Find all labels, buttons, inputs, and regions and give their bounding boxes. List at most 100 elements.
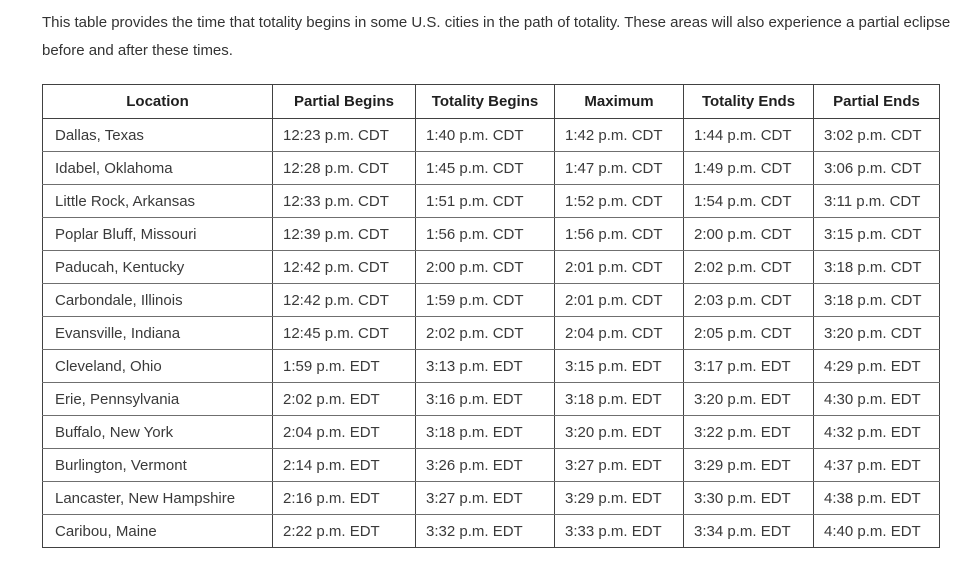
cell-time: 12:23 p.m. CDT <box>272 118 416 152</box>
cell-time: 3:18 p.m. CDT <box>813 250 940 284</box>
column-header-partial-begins: Partial Begins <box>272 84 416 119</box>
cell-time: 1:42 p.m. CDT <box>554 118 684 152</box>
cell-time: 3:27 p.m. EDT <box>415 481 555 515</box>
cell-time: 3:18 p.m. EDT <box>415 415 555 449</box>
cell-time: 12:42 p.m. CDT <box>272 250 416 284</box>
table-row: Lancaster, New Hampshire 2:16 p.m. EDT 3:2… <box>42 481 940 515</box>
cell-location: Caribou, Maine <box>42 514 273 548</box>
cell-time: 1:59 p.m. EDT <box>272 349 416 383</box>
cell-location: Carbondale, Illinois <box>42 283 273 317</box>
column-header-totality-begins: Totality Begins <box>415 84 555 119</box>
cell-time: 3:29 p.m. EDT <box>683 448 814 482</box>
cell-time: 2:02 p.m. CDT <box>683 250 814 284</box>
cell-time: 3:20 p.m. EDT <box>683 382 814 416</box>
cell-location: Cleveland, Ohio <box>42 349 273 383</box>
cell-time: 3:33 p.m. EDT <box>554 514 684 548</box>
cell-time: 1:56 p.m. CDT <box>554 217 684 251</box>
cell-time: 2:01 p.m. CDT <box>554 283 684 317</box>
cell-time: 2:05 p.m. CDT <box>683 316 814 350</box>
cell-time: 4:29 p.m. EDT <box>813 349 940 383</box>
cell-time: 3:18 p.m. EDT <box>554 382 684 416</box>
cell-time: 2:16 p.m. EDT <box>272 481 416 515</box>
cell-time: 1:49 p.m. CDT <box>683 151 814 185</box>
cell-time: 3:29 p.m. EDT <box>554 481 684 515</box>
cell-time: 12:42 p.m. CDT <box>272 283 416 317</box>
cell-time: 1:47 p.m. CDT <box>554 151 684 185</box>
cell-time: 4:30 p.m. EDT <box>813 382 940 416</box>
cell-time: 1:56 p.m. CDT <box>415 217 555 251</box>
cell-time: 3:26 p.m. EDT <box>415 448 555 482</box>
cell-time: 1:59 p.m. CDT <box>415 283 555 317</box>
table-row: Idabel, Oklahoma 12:28 p.m. CDT 1:45 p.m. … <box>42 151 940 185</box>
cell-time: 4:40 p.m. EDT <box>813 514 940 548</box>
cell-location: Dallas, Texas <box>42 118 273 152</box>
table-row: Dallas, Texas 12:23 p.m. CDT 1:40 p.m. CDT… <box>42 118 940 152</box>
cell-time: 4:32 p.m. EDT <box>813 415 940 449</box>
cell-time: 3:17 p.m. EDT <box>683 349 814 383</box>
cell-location: Burlington, Vermont <box>42 448 273 482</box>
cell-time: 12:45 p.m. CDT <box>272 316 416 350</box>
cell-time: 2:00 p.m. CDT <box>683 217 814 251</box>
cell-time: 12:39 p.m. CDT <box>272 217 416 251</box>
cell-time: 4:38 p.m. EDT <box>813 481 940 515</box>
cell-location: Paducah, Kentucky <box>42 250 273 284</box>
cell-time: 12:28 p.m. CDT <box>272 151 416 185</box>
cell-time: 3:16 p.m. EDT <box>415 382 555 416</box>
cell-time: 1:51 p.m. CDT <box>415 184 555 218</box>
cell-location: Erie, Pennsylvania <box>42 382 273 416</box>
cell-time: 3:20 p.m. EDT <box>554 415 684 449</box>
table-row: Caribou, Maine 2:22 p.m. EDT 3:32 p.m. EDT… <box>42 514 940 548</box>
cell-time: 1:45 p.m. CDT <box>415 151 555 185</box>
table-row: Erie, Pennsylvania 2:02 p.m. EDT 3:16 p.m.… <box>42 382 940 416</box>
cell-location: Evansville, Indiana <box>42 316 273 350</box>
cell-time: 3:06 p.m. CDT <box>813 151 940 185</box>
cell-time: 2:04 p.m. EDT <box>272 415 416 449</box>
table-row: Evansville, Indiana 12:45 p.m. CDT 2:02 p.… <box>42 316 940 350</box>
table-body: Dallas, Texas 12:23 p.m. CDT 1:40 p.m. CDT… <box>42 118 940 548</box>
cell-time: 2:04 p.m. CDT <box>554 316 684 350</box>
cell-time: 2:00 p.m. CDT <box>415 250 555 284</box>
table-row: Poplar Bluff, Missouri 12:39 p.m. CDT 1:56… <box>42 217 940 251</box>
cell-time: 3:15 p.m. CDT <box>813 217 940 251</box>
cell-time: 1:54 p.m. CDT <box>683 184 814 218</box>
cell-time: 3:27 p.m. EDT <box>554 448 684 482</box>
cell-time: 3:30 p.m. EDT <box>683 481 814 515</box>
cell-time: 1:44 p.m. CDT <box>683 118 814 152</box>
cell-time: 2:03 p.m. CDT <box>683 283 814 317</box>
cell-time: 3:02 p.m. CDT <box>813 118 940 152</box>
table-row: Little Rock, Arkansas 12:33 p.m. CDT 1:51 … <box>42 184 940 218</box>
column-header-totality-ends: Totality Ends <box>683 84 814 119</box>
table-header-row: Location Partial Begins Totality Begins Max… <box>42 84 940 119</box>
cell-time: 4:37 p.m. EDT <box>813 448 940 482</box>
cell-time: 3:34 p.m. EDT <box>683 514 814 548</box>
table-row: Buffalo, New York 2:04 p.m. EDT 3:18 p.m. … <box>42 415 940 449</box>
cell-time: 1:40 p.m. CDT <box>415 118 555 152</box>
column-header-location: Location <box>42 84 273 119</box>
cell-time: 2:02 p.m. EDT <box>272 382 416 416</box>
cell-time: 3:20 p.m. CDT <box>813 316 940 350</box>
cell-time: 3:22 p.m. EDT <box>683 415 814 449</box>
cell-time: 3:32 p.m. EDT <box>415 514 555 548</box>
cell-time: 2:22 p.m. EDT <box>272 514 416 548</box>
cell-location: Little Rock, Arkansas <box>42 184 273 218</box>
table-row: Cleveland, Ohio 1:59 p.m. EDT 3:13 p.m. ED… <box>42 349 940 383</box>
table-row: Carbondale, Illinois 12:42 p.m. CDT 1:59 p… <box>42 283 940 317</box>
cell-location: Idabel, Oklahoma <box>42 151 273 185</box>
cell-time: 3:11 p.m. CDT <box>813 184 940 218</box>
intro-paragraph: This table provides the time that totali… <box>42 14 951 59</box>
column-header-maximum: Maximum <box>554 84 684 119</box>
cell-location: Poplar Bluff, Missouri <box>42 217 273 251</box>
cell-time: 3:15 p.m. EDT <box>554 349 684 383</box>
table-row: Paducah, Kentucky 12:42 p.m. CDT 2:00 p.m.… <box>42 250 940 284</box>
table-row: Burlington, Vermont 2:14 p.m. EDT 3:26 p.m… <box>42 448 940 482</box>
cell-time: 2:02 p.m. CDT <box>415 316 555 350</box>
cell-time: 1:52 p.m. CDT <box>554 184 684 218</box>
column-header-partial-ends: Partial Ends <box>813 84 940 119</box>
cell-location: Lancaster, New Hampshire <box>42 481 273 515</box>
cell-time: 2:01 p.m. CDT <box>554 250 684 284</box>
cell-time: 2:14 p.m. EDT <box>272 448 416 482</box>
eclipse-times-table: Location Partial Begins Totality Begins Max… <box>42 84 940 548</box>
cell-time: 3:13 p.m. EDT <box>415 349 555 383</box>
cell-time: 12:33 p.m. CDT <box>272 184 416 218</box>
cell-time: 3:18 p.m. CDT <box>813 283 940 317</box>
